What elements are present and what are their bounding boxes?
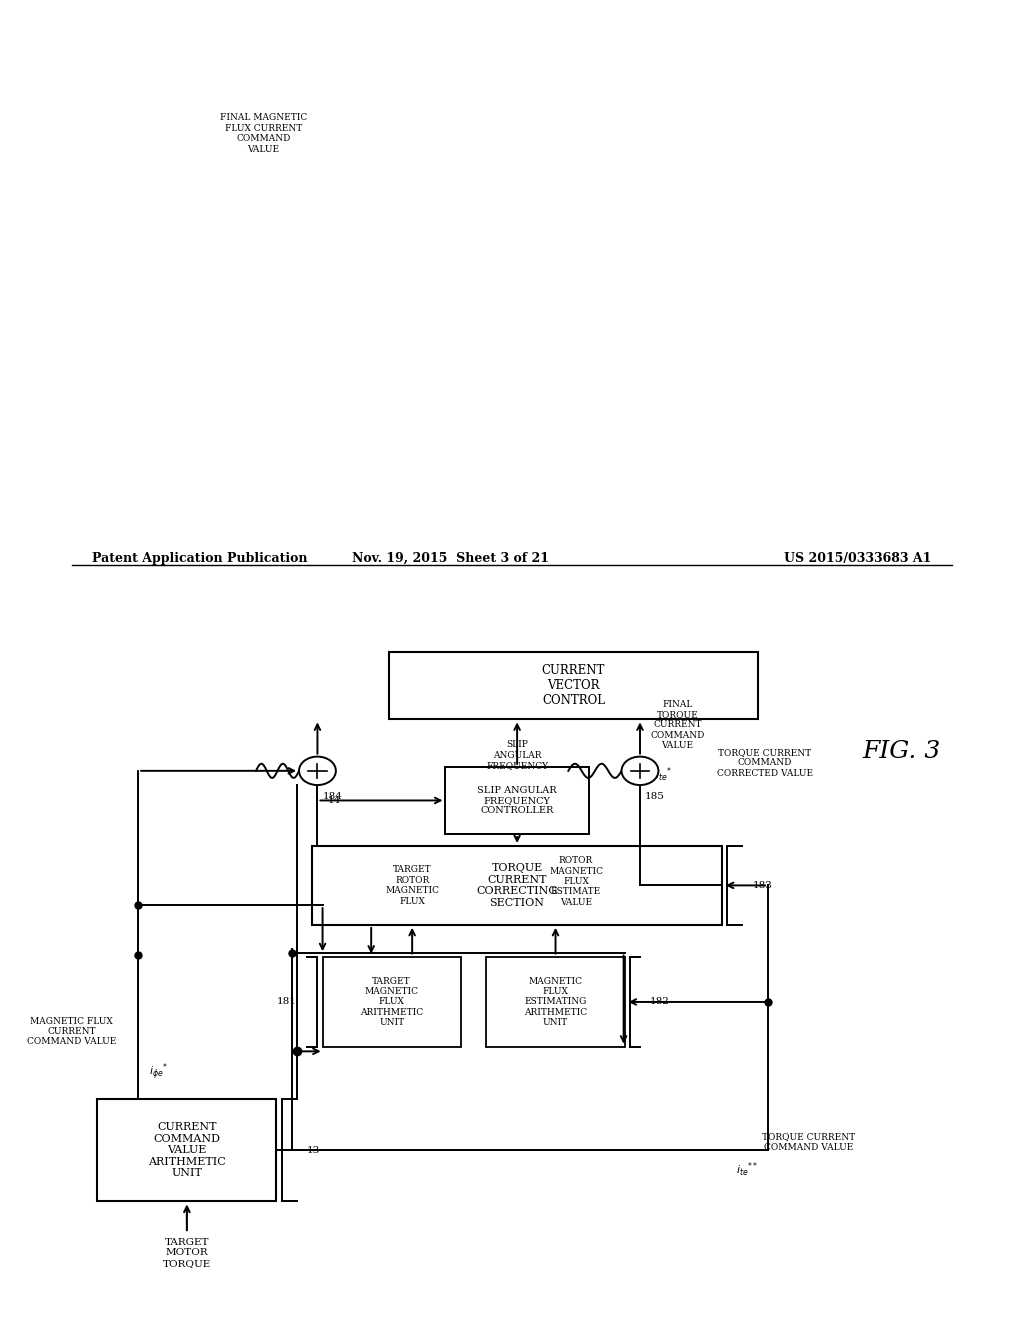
Text: 183: 183 bbox=[753, 880, 772, 890]
Text: TARGET
MOTOR
TORQUE: TARGET MOTOR TORQUE bbox=[163, 1238, 211, 1267]
Text: CURRENT
COMMAND
VALUE
ARITHMETIC
UNIT: CURRENT COMMAND VALUE ARITHMETIC UNIT bbox=[148, 1122, 225, 1179]
Text: FINAL
TORQUE
CURRENT
COMMAND
VALUE: FINAL TORQUE CURRENT COMMAND VALUE bbox=[650, 700, 705, 750]
Text: TORQUE CURRENT
COMMAND
CORRECTED VALUE: TORQUE CURRENT COMMAND CORRECTED VALUE bbox=[717, 748, 813, 777]
Bar bbox=[389, 652, 758, 719]
Text: FIG. 3: FIG. 3 bbox=[862, 739, 940, 763]
Bar bbox=[445, 767, 589, 834]
Text: 182: 182 bbox=[650, 998, 670, 1006]
Text: TORQUE CURRENT
COMMAND VALUE: TORQUE CURRENT COMMAND VALUE bbox=[763, 1133, 855, 1152]
Text: Nov. 19, 2015  Sheet 3 of 21: Nov. 19, 2015 Sheet 3 of 21 bbox=[352, 552, 549, 565]
Text: FINAL MAGNETIC
FLUX CURRENT
COMMAND
VALUE: FINAL MAGNETIC FLUX CURRENT COMMAND VALU… bbox=[220, 114, 307, 153]
Text: SLIP
ANGULAR
FREQUENCY: SLIP ANGULAR FREQUENCY bbox=[486, 741, 548, 770]
Text: MAGNETIC FLUX
CURRENT
COMMAND VALUE: MAGNETIC FLUX CURRENT COMMAND VALUE bbox=[27, 1016, 117, 1047]
Text: 181: 181 bbox=[278, 998, 297, 1006]
Bar bbox=[323, 957, 461, 1047]
Text: 185: 185 bbox=[645, 792, 665, 801]
Text: MAGNETIC
FLUX
ESTIMATING
ARITHMETIC
UNIT: MAGNETIC FLUX ESTIMATING ARITHMETIC UNIT bbox=[524, 977, 587, 1027]
Text: US 2015/0333683 A1: US 2015/0333683 A1 bbox=[784, 552, 932, 565]
Text: TARGET
MAGNETIC
FLUX
ARITHMETIC
UNIT: TARGET MAGNETIC FLUX ARITHMETIC UNIT bbox=[360, 977, 423, 1027]
Bar bbox=[486, 957, 625, 1047]
Text: $i_{te}{}^{**}$: $i_{te}{}^{**}$ bbox=[736, 1160, 759, 1179]
Text: CURRENT
VECTOR
CONTROL: CURRENT VECTOR CONTROL bbox=[542, 664, 605, 708]
Text: $i_{te}{}^{*}$: $i_{te}{}^{*}$ bbox=[655, 766, 673, 784]
Text: 184: 184 bbox=[323, 792, 342, 801]
Circle shape bbox=[299, 756, 336, 785]
Text: 14: 14 bbox=[328, 796, 341, 805]
Text: $i_{\phi e}{}^{*}$: $i_{\phi e}{}^{*}$ bbox=[150, 1060, 168, 1081]
Text: ROTOR
MAGNETIC
FLUX
ESTIMATE
VALUE: ROTOR MAGNETIC FLUX ESTIMATE VALUE bbox=[549, 857, 603, 907]
Circle shape bbox=[622, 756, 658, 785]
Bar bbox=[312, 846, 722, 925]
Bar bbox=[97, 1098, 276, 1201]
Text: SLIP ANGULAR
FREQUENCY
CONTROLLER: SLIP ANGULAR FREQUENCY CONTROLLER bbox=[477, 785, 557, 816]
Text: TARGET
ROTOR
MAGNETIC
FLUX: TARGET ROTOR MAGNETIC FLUX bbox=[385, 866, 439, 906]
Text: 13: 13 bbox=[307, 1146, 321, 1155]
Text: Patent Application Publication: Patent Application Publication bbox=[92, 552, 307, 565]
Text: TORQUE
CURRENT
CORRECTING
SECTION: TORQUE CURRENT CORRECTING SECTION bbox=[476, 863, 558, 908]
